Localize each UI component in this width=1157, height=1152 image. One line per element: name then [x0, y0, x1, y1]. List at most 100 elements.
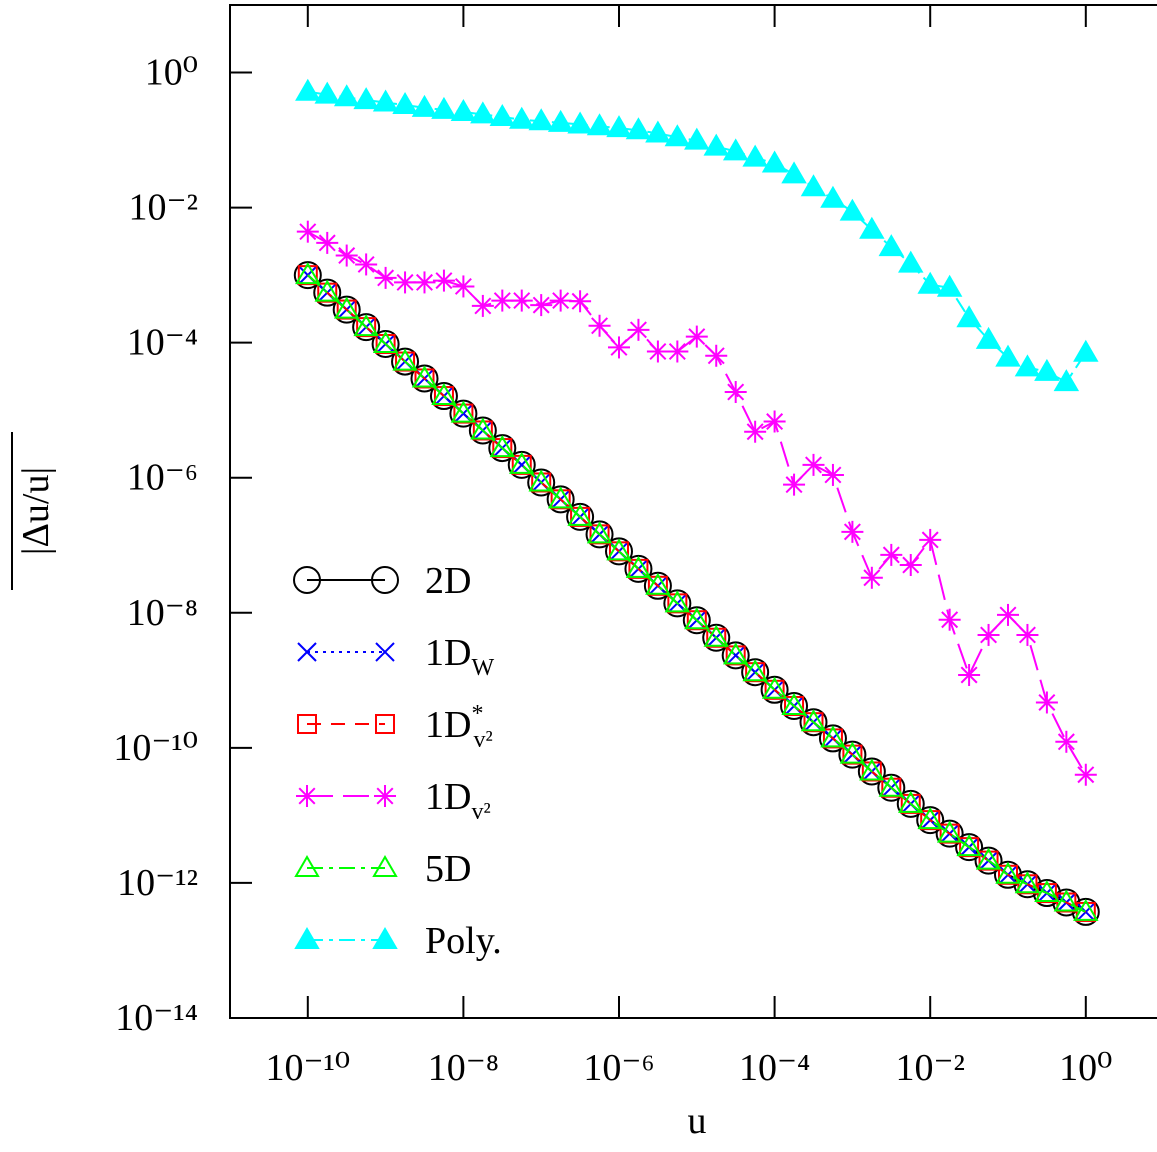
- legend-label: 1DW: [425, 632, 494, 681]
- marker-shape: [974, 846, 1003, 875]
- marker-shape: [377, 269, 395, 287]
- marker-shape: [721, 641, 750, 670]
- data-point: [372, 331, 399, 354]
- marker-shape: [294, 855, 320, 877]
- data-point: [917, 271, 943, 294]
- data-point: [394, 271, 417, 294]
- legend-label: 1Dv²: [425, 776, 491, 825]
- marker-shape: [450, 99, 477, 122]
- marker-shape: [707, 347, 725, 365]
- marker-shape: [824, 466, 842, 484]
- marker-shape: [474, 297, 492, 315]
- data-point: [995, 861, 1021, 884]
- marker-shape: [1057, 733, 1075, 751]
- marker-shape: [449, 399, 478, 428]
- marker-shape: [956, 834, 982, 857]
- data-point: [569, 290, 592, 313]
- marker-shape: [799, 708, 828, 737]
- data-point: [333, 296, 360, 319]
- data-point: [860, 566, 883, 589]
- marker-shape: [1038, 693, 1056, 711]
- data-point: [392, 348, 418, 371]
- marker-shape: [372, 855, 398, 877]
- legend-label: 2D: [425, 560, 471, 602]
- data-point: [685, 325, 708, 348]
- data-point: [528, 469, 554, 492]
- marker-shape: [761, 150, 788, 173]
- marker-shape: [411, 365, 438, 388]
- x-tick-label: 10⁻¹⁰: [265, 1047, 350, 1089]
- marker-shape: [375, 642, 395, 662]
- marker-shape: [857, 757, 886, 786]
- marker-shape: [877, 773, 906, 802]
- marker-shape: [1014, 871, 1041, 894]
- data-point: [780, 691, 809, 720]
- marker-shape: [610, 338, 628, 356]
- marker-shape: [429, 382, 458, 411]
- marker-shape: [898, 790, 924, 813]
- data-point: [627, 318, 650, 341]
- series-line: [307, 274, 1087, 913]
- data-point: [802, 453, 825, 476]
- data-point: [760, 675, 789, 704]
- data-point: [507, 450, 536, 479]
- data-point: [742, 659, 768, 682]
- data-point: [917, 807, 943, 830]
- legend-marker: [375, 714, 395, 734]
- x-tick-label: 10⁻⁴: [739, 1047, 810, 1089]
- marker-shape: [411, 94, 438, 117]
- data-point: [744, 420, 767, 443]
- marker-shape: [450, 400, 477, 423]
- marker-shape: [941, 611, 959, 629]
- marker-shape: [546, 485, 575, 514]
- marker-shape: [376, 787, 394, 805]
- data-point: [781, 161, 807, 184]
- marker-shape: [688, 328, 706, 346]
- marker-shape: [722, 138, 749, 161]
- marker-shape: [357, 255, 375, 273]
- legend-label: Poly.: [425, 920, 502, 962]
- marker-shape: [727, 383, 745, 401]
- data-point: [799, 708, 828, 737]
- data-point: [353, 87, 379, 110]
- marker-shape: [839, 198, 866, 221]
- marker-shape: [493, 292, 511, 310]
- marker-shape: [917, 271, 943, 294]
- data-point: [1055, 730, 1078, 753]
- y-tick-label: 10⁻¹²: [117, 862, 198, 904]
- data-point: [546, 485, 575, 514]
- data-point: [839, 741, 866, 764]
- marker-shape: [995, 344, 1021, 367]
- data-point: [470, 417, 496, 440]
- data-point: [606, 538, 632, 561]
- data-point: [450, 99, 477, 122]
- data-point: [530, 294, 553, 317]
- data-point: [703, 133, 729, 156]
- data-point: [566, 502, 595, 531]
- data-point: [625, 117, 652, 140]
- data-point: [898, 790, 924, 813]
- marker-shape: [333, 84, 360, 107]
- data-point: [1014, 871, 1041, 894]
- marker-shape: [297, 642, 317, 662]
- data-point: [935, 819, 964, 848]
- marker-shape: [742, 144, 768, 167]
- marker-shape: [838, 740, 867, 769]
- data-point: [374, 266, 397, 289]
- marker-shape: [785, 476, 803, 494]
- data-point: [314, 81, 340, 104]
- data-point: [896, 789, 925, 818]
- data-point: [586, 113, 613, 136]
- data-point: [470, 101, 496, 124]
- marker-shape: [509, 106, 535, 129]
- data-point: [1053, 889, 1080, 912]
- data-point: [722, 642, 749, 665]
- legend-marker: [294, 927, 320, 949]
- marker-shape: [585, 520, 614, 549]
- y-tick-label: 10⁻¹⁰: [113, 727, 198, 769]
- data-point: [975, 847, 1002, 870]
- data-point: [781, 692, 807, 715]
- x-tick-label: 10⁰: [1059, 1047, 1112, 1089]
- data-point: [352, 313, 381, 342]
